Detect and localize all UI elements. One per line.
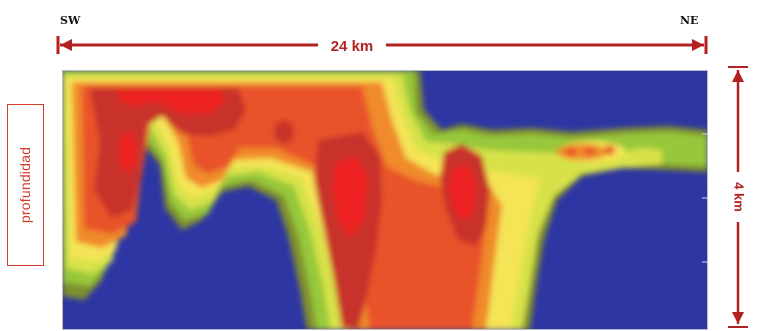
upper-bright-red-lobe (116, 90, 224, 114)
depth-dimension-line: 4 km (728, 66, 748, 328)
central-bright-red-core (332, 156, 368, 238)
red-orange-zone (82, 86, 486, 330)
distance-label: 24 km (331, 38, 374, 55)
depth-arrowhead-bottom (732, 312, 744, 324)
direction-sw-label: SW (60, 14, 81, 27)
orange-lens (556, 144, 608, 160)
depth-label-box (7, 104, 44, 266)
distance-arrowhead-left (60, 39, 72, 51)
upper-dark-red-lobe (90, 88, 246, 218)
depth-arrowhead-top (732, 70, 744, 82)
lens-spot-1 (566, 147, 576, 157)
lens-spot-2 (585, 146, 595, 156)
depth-axis-label: profundidad (17, 146, 33, 224)
direction-ne-label: NE (680, 14, 699, 27)
small-dark-red-spot (274, 120, 294, 144)
distance-dimension-line: 24 km (56, 36, 708, 55)
right-bright-red-core (448, 164, 476, 222)
depth-scale-label: 4 km (732, 182, 747, 212)
section-frame (62, 70, 708, 330)
resistivity-section (62, 70, 708, 330)
lens-spot-3 (605, 145, 615, 155)
left-bright-red-spot (119, 132, 137, 172)
distance-arrowhead-right (692, 39, 704, 51)
